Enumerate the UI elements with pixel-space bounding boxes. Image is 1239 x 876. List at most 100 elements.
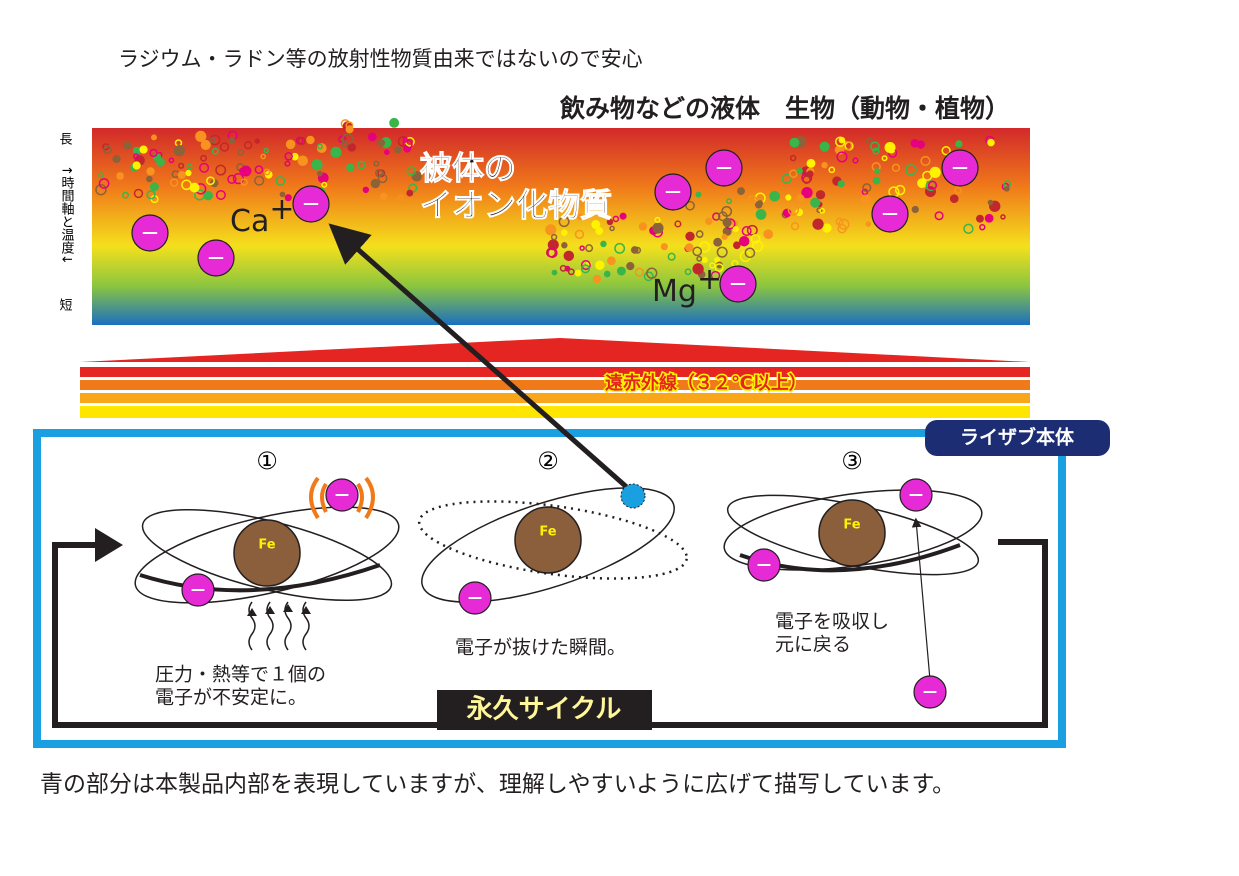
- electron-sign: [335, 494, 349, 496]
- particle: [954, 186, 962, 195]
- device-label-box: [925, 420, 1110, 456]
- particle: [227, 174, 237, 184]
- particle: [713, 237, 723, 247]
- ray-stripe: [80, 380, 1030, 390]
- particle: [987, 199, 994, 206]
- particle: [580, 260, 591, 271]
- wave-heads: [247, 604, 311, 616]
- particle: [370, 178, 380, 189]
- particle: [297, 155, 309, 167]
- particle: [563, 250, 575, 262]
- particle: [751, 240, 764, 252]
- particle: [905, 164, 917, 176]
- particle: [402, 137, 409, 143]
- particle: [194, 189, 206, 201]
- particle: [311, 159, 323, 171]
- particle: [228, 137, 236, 144]
- cycle-arrowhead: [95, 528, 123, 562]
- particle: [550, 233, 558, 241]
- particle: [955, 140, 963, 148]
- particle: [732, 241, 741, 250]
- particle: [243, 140, 253, 150]
- particle: [911, 205, 919, 214]
- particle: [567, 268, 575, 276]
- particle: [146, 175, 153, 183]
- particle: [806, 158, 816, 168]
- step-caption: 元に戻る: [775, 634, 851, 656]
- particle: [177, 170, 186, 180]
- particle: [789, 154, 797, 162]
- particle: [98, 178, 110, 189]
- electron-sign: [142, 232, 158, 234]
- particle: [835, 217, 844, 226]
- particle: [1000, 214, 1006, 220]
- electron-sign: [952, 167, 968, 169]
- particle: [894, 184, 906, 196]
- particle: [240, 165, 252, 177]
- particle: [916, 140, 925, 149]
- ray-stripe: [80, 367, 1030, 377]
- electron-sign: [882, 213, 898, 215]
- particle: [195, 130, 207, 143]
- particle: [362, 186, 370, 193]
- electron-sign: [730, 283, 746, 285]
- absorb-arrow: [911, 517, 931, 681]
- particle: [406, 166, 416, 176]
- particle: [838, 136, 846, 144]
- particle: [755, 209, 767, 220]
- particle: [254, 165, 264, 174]
- particle: [987, 138, 995, 147]
- particle: [284, 194, 292, 202]
- particle: [173, 145, 185, 157]
- particle: [200, 139, 211, 151]
- particle: [920, 155, 931, 167]
- particle: [747, 195, 758, 205]
- particle: [199, 162, 210, 173]
- particle: [705, 217, 713, 225]
- particle: [796, 167, 803, 175]
- particle: [835, 136, 846, 147]
- particle: [345, 121, 354, 130]
- vibration: [309, 476, 375, 520]
- particle: [741, 226, 752, 237]
- particle: [816, 207, 823, 214]
- particle: [801, 186, 813, 199]
- particle: [927, 180, 938, 190]
- particle: [754, 200, 763, 209]
- particle: [238, 167, 245, 174]
- particle: [123, 141, 132, 150]
- ion-charge: +: [697, 262, 722, 297]
- particle: [712, 212, 721, 221]
- particle: [934, 211, 944, 221]
- particle: [321, 181, 328, 188]
- electron-sign: [909, 494, 923, 496]
- particle: [545, 224, 557, 236]
- free-electron: [620, 483, 646, 509]
- ion-charge: +: [269, 192, 294, 227]
- particle: [837, 180, 845, 188]
- cycle-label: 永久サイクル: [467, 695, 622, 725]
- electron-sign: [191, 589, 205, 591]
- particle: [185, 169, 192, 177]
- particle: [279, 191, 286, 198]
- particle: [769, 190, 781, 202]
- step-number: ③: [841, 447, 863, 475]
- particle: [561, 242, 568, 249]
- particle: [389, 117, 400, 128]
- particle: [646, 267, 658, 279]
- particle: [626, 261, 635, 271]
- particle: [146, 167, 155, 176]
- particle: [168, 157, 175, 164]
- ion-symbol: Ca: [230, 204, 269, 239]
- particle: [367, 132, 377, 142]
- particle: [732, 226, 739, 233]
- particle: [240, 178, 248, 186]
- particle: [591, 220, 601, 230]
- device-frame: [33, 429, 1066, 748]
- particle: [716, 246, 728, 258]
- axis-bottom: 短: [59, 299, 72, 314]
- electron-sign: [468, 597, 482, 599]
- particle: [574, 229, 585, 239]
- particle: [821, 161, 828, 169]
- particle: [612, 215, 620, 223]
